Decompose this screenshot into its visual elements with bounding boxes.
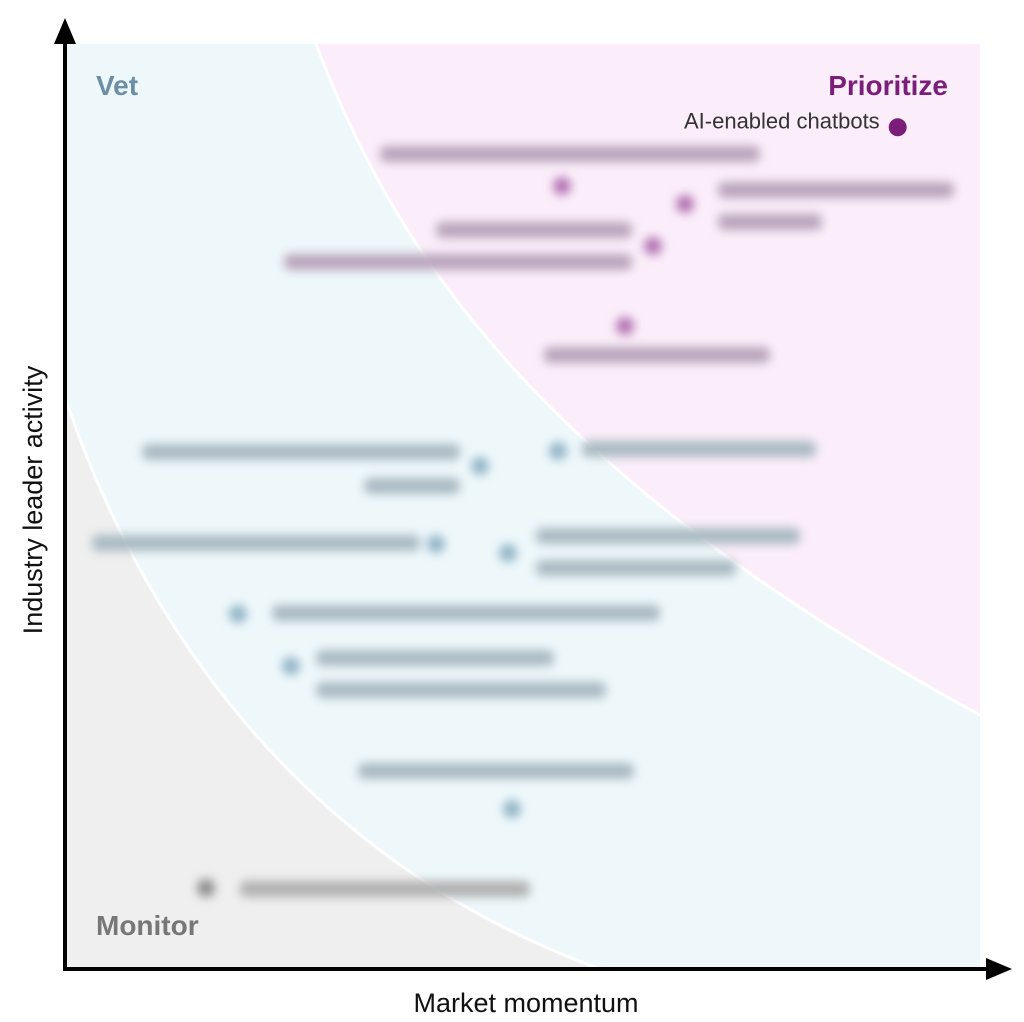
blurred-label — [316, 650, 554, 666]
blurred-label — [92, 535, 420, 551]
blurred-label — [718, 182, 954, 198]
blurred-label — [436, 222, 632, 238]
blurred-label — [358, 763, 634, 779]
x-axis-arrow-icon — [986, 958, 1012, 980]
blurred-label — [536, 528, 800, 544]
zone-boundary-upper — [314, 44, 980, 717]
blurred-label — [316, 682, 606, 698]
blurred-dot — [471, 457, 489, 475]
prioritize-zone-label: Prioritize — [828, 70, 948, 101]
blurred-label — [364, 478, 460, 494]
blurred-label — [544, 347, 770, 363]
zone-backgrounds — [66, 44, 980, 969]
blurred-label — [718, 214, 822, 230]
vet-zone-label: Vet — [96, 70, 138, 101]
blurred-dot — [503, 800, 521, 818]
zone-boundary-lower — [66, 399, 601, 969]
blurred-label — [284, 254, 632, 270]
blurred-label — [272, 605, 660, 621]
blurred-dot — [197, 879, 215, 897]
blurred-dot — [676, 195, 694, 213]
y-axis-title: Industry leader activity — [18, 365, 48, 634]
blurred-dot — [282, 657, 300, 675]
axes — [54, 18, 1012, 980]
x-axis-title: Market momentum — [413, 988, 638, 1018]
blurred-dot — [644, 237, 662, 255]
blurred-label — [240, 881, 530, 897]
data-points: AI-enabled chatbots — [684, 108, 907, 137]
blurred-dot — [229, 605, 247, 623]
monitor-zone-label: Monitor — [96, 910, 199, 941]
blurred-label — [380, 146, 760, 162]
data-point — [888, 118, 907, 137]
blurred-dot — [553, 177, 571, 195]
blurred-label — [536, 560, 736, 576]
y-axis-arrow-icon — [54, 18, 76, 44]
blurred-dot — [427, 535, 445, 553]
blurred-label — [582, 441, 816, 457]
blurred-dot — [549, 442, 567, 460]
blurred-label — [142, 444, 460, 460]
prioritize-zone — [316, 44, 980, 715]
monitor-zone — [66, 400, 600, 969]
blurred-dot — [616, 317, 634, 335]
data-point-label: AI-enabled chatbots — [684, 108, 880, 133]
blurred-dot — [499, 544, 517, 562]
blurred-points — [92, 146, 954, 897]
